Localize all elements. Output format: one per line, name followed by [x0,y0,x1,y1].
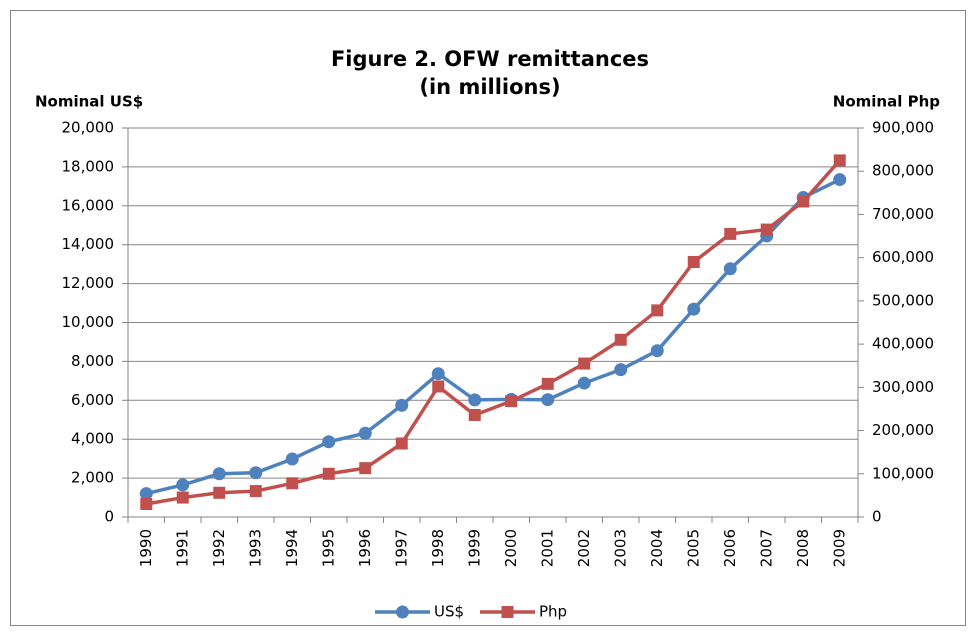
y-tick-label: 4,000 [71,430,114,448]
legend-marker [501,606,514,618]
marker [833,154,846,167]
y2-tick-label: 100,000 [872,464,934,482]
x-tick-label: 1999 [465,529,483,567]
x-tick-label: 1996 [356,529,374,567]
marker [468,408,481,421]
x-tick-label: 1992 [210,529,228,567]
y2-tick-label: 0 [872,508,882,526]
y2-tick-label: 600,000 [872,248,934,266]
marker [578,357,591,370]
marker [395,398,409,412]
x-tick-label: 2004 [648,529,666,567]
y2-tick-label: 900,000 [872,119,934,137]
marker [723,262,737,276]
marker [505,395,518,408]
marker [724,227,737,240]
x-tick-label: 1998 [429,529,447,567]
marker [687,302,701,316]
y2-axis-label: Nominal Php [833,93,940,111]
x-tick-label: 2003 [611,529,629,567]
marker [541,393,555,407]
chart-title: (in millions) [419,75,560,99]
y-tick-label: 16,000 [62,196,115,214]
marker [797,195,810,208]
x-tick-label: 1995 [319,529,337,567]
marker [687,255,700,268]
x-tick-label: 2007 [757,529,775,567]
marker [650,344,664,358]
y-axis-label: Nominal US$ [35,93,143,111]
marker [468,393,482,407]
y-tick-label: 18,000 [62,157,115,175]
marker [176,478,190,492]
chart-border [10,10,966,626]
marker [651,304,664,317]
marker [322,467,335,480]
marker [213,486,226,499]
marker [140,498,153,511]
marker [176,491,189,504]
marker [577,376,591,390]
series-line [145,178,841,496]
y-tick-label: 14,000 [62,235,115,253]
x-tick-label: 2005 [684,529,702,567]
x-tick-label: 2006 [721,529,739,567]
y2-tick-label: 400,000 [872,335,934,353]
y-tick-label: 20,000 [62,119,115,137]
y2-tick-label: 700,000 [872,205,934,223]
x-tick-label: 2000 [502,529,520,567]
marker [431,367,445,381]
marker [249,485,262,498]
y-tick-label: 12,000 [62,274,115,292]
x-tick-label: 2008 [794,529,812,567]
marker [541,377,554,390]
x-tick-label: 1990 [137,529,155,567]
y2-tick-label: 800,000 [872,162,934,180]
marker [285,452,299,466]
y-tick-label: 8,000 [71,352,114,370]
series-line [145,159,842,506]
y-tick-label: 2,000 [71,469,114,487]
y2-tick-label: 200,000 [872,421,934,439]
y2-tick-label: 300,000 [872,378,934,396]
x-tick-label: 1991 [173,529,191,567]
x-tick-label: 2009 [830,529,848,567]
legend-label: Php [539,603,567,621]
x-tick-label: 1993 [246,529,264,567]
x-tick-label: 1994 [283,529,301,567]
x-tick-label: 2001 [538,529,556,567]
chart-title: Figure 2. OFW remittances [331,47,649,71]
legend-marker [396,605,409,619]
x-tick-label: 1997 [392,529,410,567]
marker [833,173,847,187]
marker [286,477,299,490]
marker [760,223,773,236]
marker [432,380,445,393]
y-tick-label: 0 [104,508,114,526]
y-tick-label: 6,000 [71,391,114,409]
marker [139,487,153,501]
marker [395,437,408,450]
marker [614,333,627,346]
marker [614,363,628,377]
marker [322,435,336,449]
marker [249,466,263,480]
marker [359,462,372,475]
y-tick-label: 10,000 [62,313,115,331]
y2-tick-label: 500,000 [872,291,934,309]
marker [358,426,372,440]
x-tick-label: 2002 [575,529,593,567]
legend-label: US$ [434,603,464,621]
marker [212,467,226,481]
